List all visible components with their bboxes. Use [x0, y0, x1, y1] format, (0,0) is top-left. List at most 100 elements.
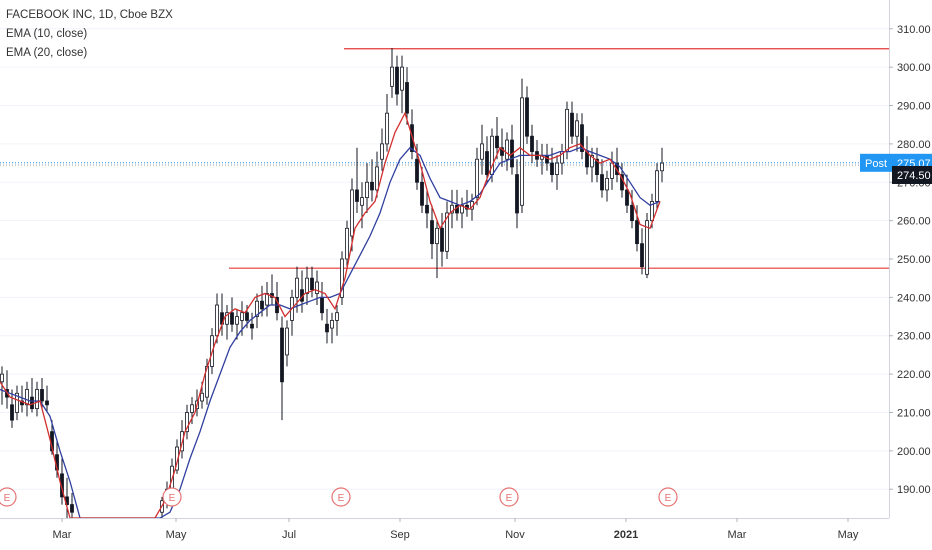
x-tick-label: Mar — [53, 529, 72, 541]
y-tick-label: 210.00 — [897, 407, 931, 419]
candle-body — [630, 204, 634, 222]
earnings-label: E — [169, 493, 176, 504]
candle-body — [370, 181, 374, 191]
candle-body — [625, 189, 629, 206]
candle-body — [605, 178, 609, 191]
candle-body — [70, 504, 74, 513]
price-axis[interactable]: 190.00 200.00 210.00 220.00 230.00 240.00 250.… — [889, 24, 931, 496]
candle-body — [565, 108, 569, 152]
candlestick-series — [0, 47, 664, 518]
candle-body — [440, 227, 444, 252]
y-tick-label: 220.00 — [897, 369, 931, 381]
candle-body — [480, 143, 484, 160]
candle-body — [555, 162, 559, 175]
horizontal-levels[interactable] — [229, 48, 889, 269]
x-tick-label: Nov — [505, 529, 525, 541]
candle-body — [340, 258, 344, 298]
candle-body — [595, 158, 599, 175]
earnings-circle — [499, 487, 519, 507]
candle-body — [285, 327, 289, 356]
candle-body — [655, 170, 659, 202]
candle-body — [575, 120, 579, 137]
post-label: Post — [865, 158, 887, 170]
y-tick-label: 300.00 — [897, 62, 931, 74]
candle-body — [225, 312, 229, 325]
candle-body — [315, 281, 319, 294]
candle-body — [495, 135, 499, 149]
candle-body — [415, 158, 419, 183]
post-price-line — [0, 162, 889, 166]
legend-ema10[interactable]: EMA (10, close) — [6, 28, 88, 40]
candle-body — [45, 400, 49, 406]
candle-body — [460, 204, 464, 214]
candle-body — [185, 412, 189, 433]
candle-body — [40, 389, 44, 402]
candle-body — [505, 139, 509, 160]
candle-body — [450, 204, 454, 214]
legend-ema20[interactable]: EMA (20, close) — [6, 47, 88, 59]
candle-body — [35, 389, 39, 410]
x-tick-label: Jul — [282, 529, 296, 541]
earnings-label: E — [4, 493, 11, 504]
candle-body — [385, 112, 389, 145]
y-tick-label: 230.00 — [897, 331, 931, 343]
candle-body — [325, 323, 329, 333]
x-tick-label: Mar — [728, 529, 747, 541]
candle-body — [500, 147, 504, 156]
candle-body — [485, 151, 489, 175]
candle-body — [265, 293, 269, 306]
candle-body — [610, 162, 614, 179]
candle-body — [600, 174, 604, 191]
candle-body — [345, 227, 349, 260]
candle-body — [395, 66, 399, 95]
candle-body — [525, 97, 529, 137]
candle-body — [360, 197, 364, 206]
last-price-label: 274.50 — [897, 170, 931, 182]
time-axis[interactable]: Mar May Jul Sep Nov 2021 Mar May — [53, 518, 859, 541]
candle-body — [435, 227, 439, 245]
candle-body — [10, 404, 14, 421]
candle-body — [635, 220, 639, 245]
candle-body — [390, 66, 394, 87]
ema-lines — [0, 111, 661, 519]
candle-body — [645, 220, 649, 275]
candle-body — [445, 212, 449, 252]
earnings-marker: E — [162, 487, 182, 507]
earnings-marker: E — [499, 487, 519, 507]
ema10-line — [0, 111, 661, 519]
candle-body — [580, 124, 584, 152]
earnings-marker: E — [658, 487, 678, 507]
candle-body — [0, 373, 4, 383]
candle-body — [200, 392, 204, 402]
earnings-circle — [0, 487, 17, 507]
candle-body — [550, 162, 554, 175]
candle-body — [260, 300, 264, 310]
candle-body — [295, 277, 299, 298]
candle-body — [375, 166, 379, 191]
earnings-label: E — [338, 493, 345, 504]
candle-body — [215, 304, 219, 337]
last-price-badge: 274.50 — [892, 165, 932, 184]
candle-body — [405, 82, 409, 114]
candle-body — [330, 319, 334, 329]
candle-body — [420, 181, 424, 206]
candle-body — [640, 243, 644, 268]
earnings-circle — [331, 487, 351, 507]
legend-symbol[interactable]: FACEBOOK INC, 1D, Cboe BZX — [6, 9, 173, 21]
candle-body — [545, 154, 549, 164]
y-tick-label: 310.00 — [897, 24, 931, 36]
candle-body — [380, 143, 384, 160]
y-tick-label: 290.00 — [897, 101, 931, 113]
candle-body — [230, 312, 234, 325]
candle-body — [400, 66, 404, 91]
candle-body — [320, 296, 324, 314]
candle-body — [475, 158, 479, 199]
y-tick-label: 250.00 — [897, 254, 931, 266]
y-tick-label: 260.00 — [897, 216, 931, 228]
earnings-marker: E — [0, 487, 17, 507]
candle-body — [355, 189, 359, 202]
